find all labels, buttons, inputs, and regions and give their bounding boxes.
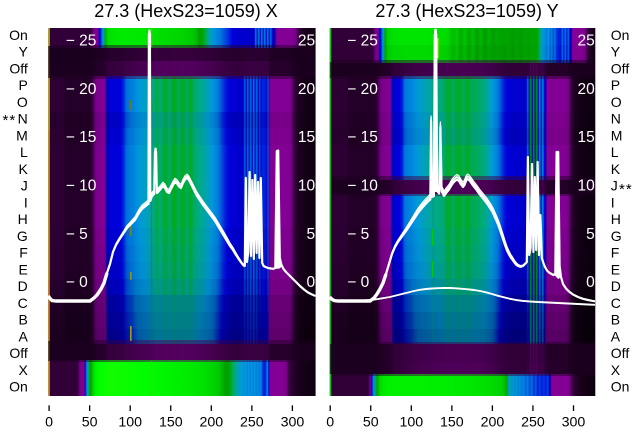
svg-text:X: X: [18, 362, 28, 378]
svg-text:Off: Off: [611, 345, 630, 361]
svg-text:K: K: [611, 161, 621, 177]
svg-text:A: A: [18, 329, 28, 345]
svg-text:− 0: − 0: [66, 274, 88, 291]
svg-text:L: L: [20, 144, 28, 160]
svg-text:150: 150: [159, 415, 183, 431]
svg-text:100: 100: [118, 415, 142, 431]
svg-text:Off: Off: [9, 345, 28, 361]
svg-text:10: 10: [298, 178, 316, 195]
svg-text:B: B: [18, 312, 27, 328]
svg-text:5: 5: [306, 226, 315, 243]
svg-text:300: 300: [562, 415, 586, 431]
svg-text:I: I: [24, 195, 28, 211]
svg-text:5: 5: [586, 226, 595, 243]
svg-text:B: B: [611, 312, 620, 328]
svg-text:50: 50: [363, 415, 379, 431]
svg-text:− 10: − 10: [66, 178, 97, 195]
svg-text:M: M: [611, 128, 623, 144]
svg-text:M: M: [16, 128, 28, 144]
svg-text:G: G: [611, 228, 622, 244]
svg-text:250: 250: [521, 415, 545, 431]
svg-text:− 15: − 15: [66, 129, 97, 146]
svg-text:E: E: [611, 262, 620, 278]
svg-text:D: D: [611, 278, 621, 294]
svg-text:27.3 (HexS23=1059) Y: 27.3 (HexS23=1059) Y: [375, 1, 558, 21]
svg-text:P: P: [18, 77, 27, 93]
svg-text:− 25: − 25: [347, 33, 378, 50]
svg-text:C: C: [18, 295, 28, 311]
svg-text:On: On: [9, 379, 28, 395]
svg-text:X: X: [611, 362, 621, 378]
svg-text:20: 20: [298, 81, 316, 98]
svg-text:100: 100: [399, 415, 423, 431]
svg-text:0: 0: [306, 274, 315, 291]
svg-text:20: 20: [578, 81, 596, 98]
svg-text:L: L: [611, 144, 619, 160]
svg-text:F: F: [19, 245, 28, 261]
svg-text:G: G: [17, 228, 28, 244]
svg-text:Off: Off: [9, 61, 28, 77]
svg-text:J: J: [611, 178, 618, 194]
svg-text:O: O: [17, 94, 28, 110]
svg-text:P: P: [611, 77, 620, 93]
svg-text:K: K: [18, 161, 28, 177]
svg-text:− 20: − 20: [347, 81, 378, 98]
svg-text:I: I: [611, 195, 615, 211]
svg-text:− 0: − 0: [347, 274, 369, 291]
svg-text:H: H: [611, 211, 621, 227]
svg-text:On: On: [9, 27, 28, 43]
svg-text:− 15: − 15: [347, 129, 378, 146]
svg-text:E: E: [18, 262, 27, 278]
svg-text:− 20: − 20: [66, 81, 97, 98]
svg-text:O: O: [611, 94, 622, 110]
svg-text:Y: Y: [18, 44, 28, 60]
svg-text:**: **: [619, 181, 633, 198]
svg-text:Y: Y: [611, 44, 621, 60]
svg-text:0: 0: [586, 274, 595, 291]
svg-text:200: 200: [199, 415, 223, 431]
svg-text:− 25: − 25: [66, 33, 97, 50]
svg-text:C: C: [611, 295, 621, 311]
svg-text:On: On: [611, 27, 630, 43]
svg-text:− 5: − 5: [347, 226, 369, 243]
svg-text:150: 150: [440, 415, 464, 431]
svg-text:15: 15: [298, 129, 315, 146]
svg-text:25: 25: [578, 33, 595, 50]
svg-text:A: A: [611, 329, 621, 345]
svg-text:27.3 (HexS23=1059) X: 27.3 (HexS23=1059) X: [94, 1, 278, 21]
svg-text:300: 300: [281, 415, 305, 431]
svg-text:25: 25: [298, 33, 315, 50]
svg-text:F: F: [611, 245, 620, 261]
svg-text:H: H: [18, 211, 28, 227]
svg-text:N: N: [611, 111, 621, 127]
svg-text:− 5: − 5: [66, 226, 88, 243]
svg-text:200: 200: [481, 415, 505, 431]
svg-text:**: **: [3, 112, 17, 129]
svg-text:15: 15: [578, 129, 595, 146]
svg-text:50: 50: [82, 415, 98, 431]
svg-text:J: J: [21, 178, 28, 194]
svg-text:On: On: [611, 379, 630, 395]
svg-text:D: D: [18, 278, 28, 294]
svg-text:10: 10: [578, 178, 596, 195]
svg-text:N: N: [18, 111, 28, 127]
svg-text:− 10: − 10: [347, 178, 378, 195]
svg-text:Off: Off: [611, 61, 630, 77]
svg-text:0: 0: [326, 415, 334, 431]
svg-text:0: 0: [45, 415, 53, 431]
svg-text:250: 250: [240, 415, 264, 431]
